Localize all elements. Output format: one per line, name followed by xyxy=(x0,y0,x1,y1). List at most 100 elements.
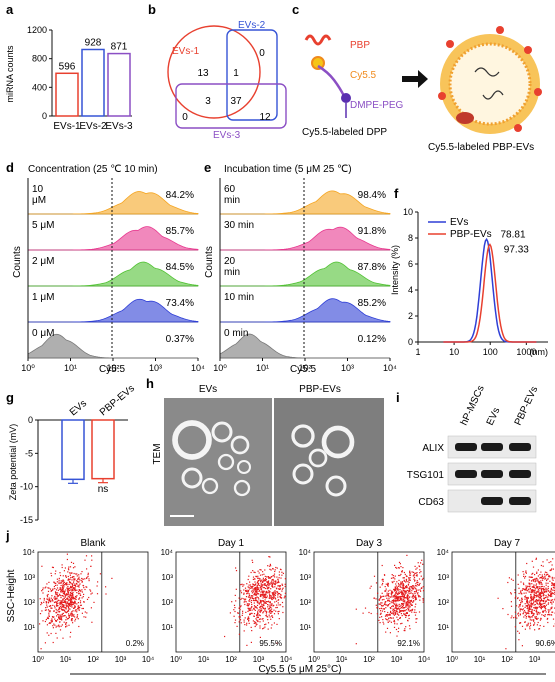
j-event-dot xyxy=(400,613,402,615)
j-event-dot xyxy=(81,597,83,599)
j-event-dot xyxy=(421,579,423,581)
j-event-dot xyxy=(268,590,270,592)
j-event-dot xyxy=(527,585,529,587)
j-event-dot xyxy=(257,620,259,623)
j-event-dot xyxy=(243,593,245,595)
j-event-dot xyxy=(59,616,61,618)
j-event-dot xyxy=(62,579,64,581)
j-event-dot xyxy=(260,581,262,583)
j-event-dot xyxy=(48,614,50,616)
j-event-dot xyxy=(62,580,64,582)
h-side-label: TEM xyxy=(152,443,163,464)
j-event-dot xyxy=(537,590,539,592)
j-event-dot xyxy=(415,574,417,577)
j-event-dot xyxy=(389,589,391,591)
j-event-dot xyxy=(277,599,279,601)
j-event-dot xyxy=(401,592,403,594)
j-event-dot xyxy=(252,589,254,591)
j-event-dot xyxy=(281,601,284,604)
j-event-dot xyxy=(408,579,410,581)
j-event-dot xyxy=(66,610,68,612)
j-event-dot xyxy=(244,603,246,606)
j-event-dot xyxy=(534,590,536,592)
j-event-dot xyxy=(550,599,552,601)
j-event-dot xyxy=(65,599,67,601)
j-event-dot xyxy=(65,607,67,609)
i-band xyxy=(455,443,477,451)
j-event-dot xyxy=(62,605,64,608)
j-event-dot xyxy=(258,582,260,585)
j-event-dot xyxy=(52,616,54,618)
j-event-dot xyxy=(355,643,357,645)
j-event-dot xyxy=(73,607,76,609)
j-event-dot xyxy=(243,630,245,632)
j-event-dot xyxy=(75,573,77,575)
j-event-dot xyxy=(55,620,57,622)
j-event-dot xyxy=(49,599,51,601)
j-event-dot xyxy=(266,596,268,599)
venn-only2: 0 xyxy=(259,48,265,59)
j-event-dot xyxy=(246,604,248,606)
j-event-dot xyxy=(56,603,58,605)
f-ylabel: Intensity (%) xyxy=(390,245,400,295)
venn-set-evs2 xyxy=(226,29,278,121)
j-event-dot xyxy=(410,585,412,588)
j-event-dot xyxy=(551,595,553,597)
j-event-dot xyxy=(54,618,56,620)
j-event-dot xyxy=(400,623,402,625)
j-event-dot xyxy=(545,587,547,589)
j-event-dot xyxy=(549,575,551,577)
j-event-dot xyxy=(58,617,61,620)
j-event-dot xyxy=(531,589,533,591)
j-event-dot xyxy=(405,616,407,618)
j-event-dot xyxy=(238,633,240,635)
j-event-dot xyxy=(540,582,542,584)
j-event-dot xyxy=(414,580,416,582)
j-event-dot xyxy=(61,619,63,621)
j-event-dot xyxy=(375,582,378,584)
j-event-dot xyxy=(386,595,388,597)
j-event-dot xyxy=(422,563,424,565)
hist-row-label: 20 xyxy=(224,256,236,267)
j-event-dot xyxy=(375,598,377,600)
j-event-dot xyxy=(408,602,410,604)
j-event-dot xyxy=(48,612,50,614)
j-event-dot xyxy=(64,591,66,593)
j-event-dot xyxy=(393,595,395,597)
j-event-dot xyxy=(65,583,67,585)
j-event-dot xyxy=(50,597,52,599)
j-event-dot xyxy=(536,624,538,626)
j-event-dot xyxy=(531,573,533,575)
j-event-dot xyxy=(258,602,260,604)
j-event-dot xyxy=(43,597,45,600)
j-event-dot xyxy=(398,561,401,563)
j-event-dot xyxy=(71,586,74,588)
j-event-dot xyxy=(370,612,372,615)
j-event-dot xyxy=(517,613,519,615)
j-event-dot xyxy=(521,609,524,611)
j-event-dot xyxy=(522,608,525,610)
j-event-dot xyxy=(48,615,50,617)
j-event-dot xyxy=(551,582,553,584)
j-event-dot xyxy=(370,585,372,587)
j-event-dot xyxy=(69,614,71,616)
j-event-dot xyxy=(246,624,248,626)
j-event-dot xyxy=(393,603,395,605)
j-event-dot xyxy=(66,587,68,589)
j-event-dot xyxy=(386,594,388,596)
arrow-right-icon xyxy=(402,70,428,88)
j-event-dot xyxy=(266,616,268,618)
j-event-dot xyxy=(65,576,67,578)
j-xtick-label: 10⁴ xyxy=(280,655,293,664)
j-event-dot xyxy=(237,612,239,614)
j-event-dot xyxy=(70,605,72,607)
j-event-dot xyxy=(408,581,410,584)
j-event-dot xyxy=(411,571,413,573)
j-event-dot xyxy=(544,615,546,617)
j-event-dot xyxy=(534,622,536,624)
j-event-dot xyxy=(84,559,86,561)
j-event-dot xyxy=(405,603,407,605)
j-event-dot xyxy=(76,582,78,585)
